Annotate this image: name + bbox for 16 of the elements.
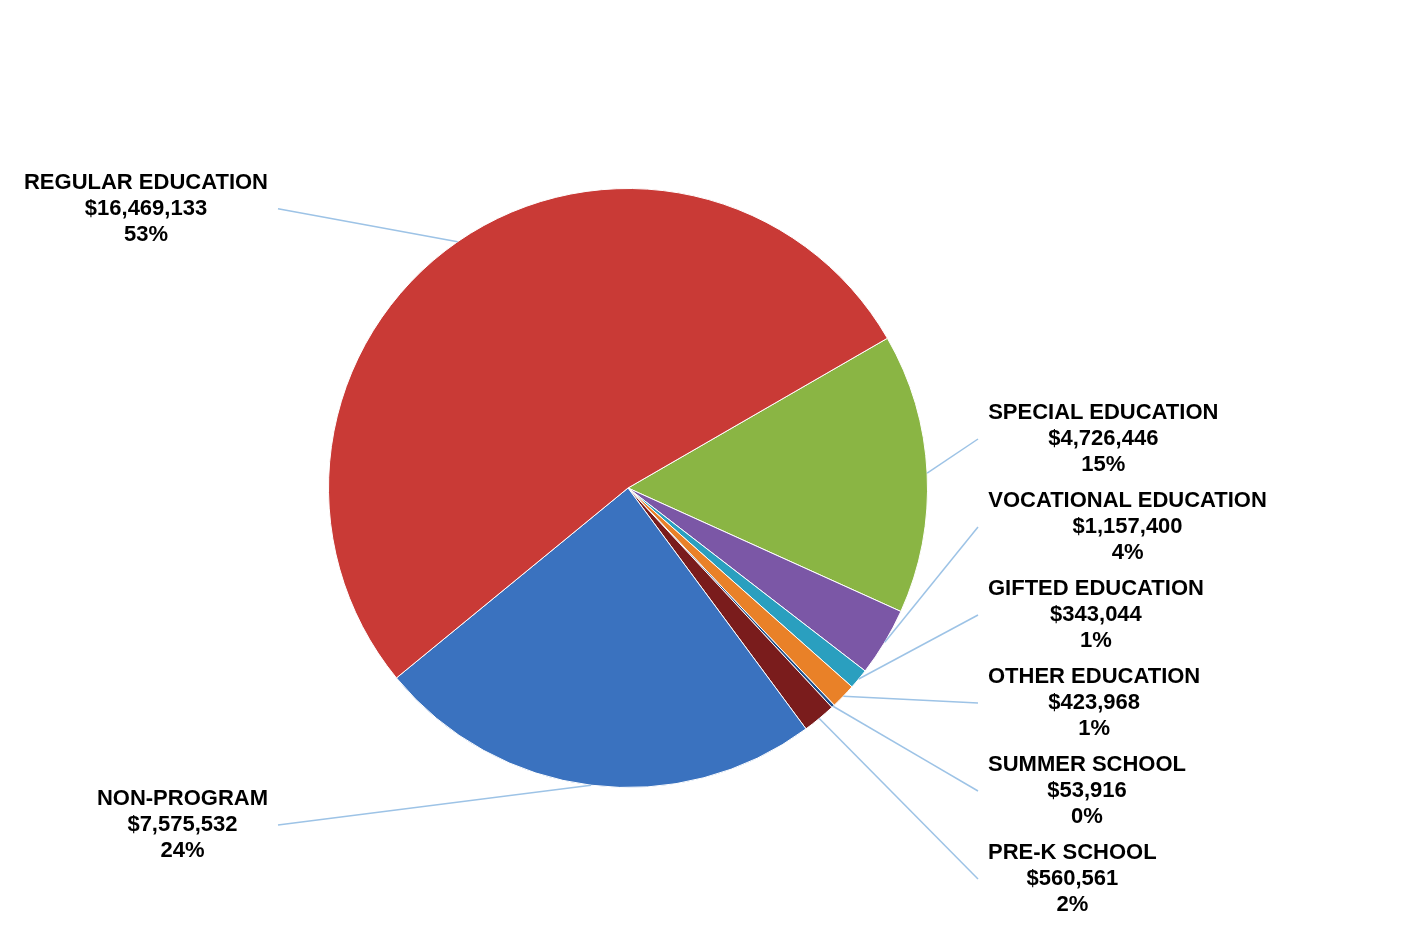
data-label: $4,726,446 15% bbox=[1048, 425, 1159, 477]
data-label: $16,469,133 53% bbox=[84, 194, 208, 246]
slice-label: GIFTED EDUCATION bbox=[988, 575, 1204, 601]
slice-label: REGULAR EDUCATION bbox=[23, 168, 268, 194]
data-label: $53,916 0% bbox=[1047, 777, 1127, 829]
slice-label: SUMMER SCHOOL bbox=[988, 751, 1186, 777]
slice-label: PRE-K SCHOOL bbox=[987, 839, 1157, 865]
data-label: $1,157,400 4% bbox=[1072, 513, 1183, 565]
slice-label: SPECIAL EDUCATION bbox=[988, 399, 1219, 425]
data-label: $560,561 2% bbox=[1026, 865, 1119, 917]
slice-label: VOCATIONAL EDUCATION bbox=[988, 487, 1267, 513]
slice-label: OTHER EDUCATION bbox=[987, 663, 1201, 689]
data-label: $423,968 1% bbox=[1048, 689, 1141, 741]
data-label: $343,044 1% bbox=[1050, 601, 1143, 653]
data-label: $7,575,532 24% bbox=[127, 810, 238, 862]
slice-label: NON-PROGRAM bbox=[96, 784, 268, 810]
